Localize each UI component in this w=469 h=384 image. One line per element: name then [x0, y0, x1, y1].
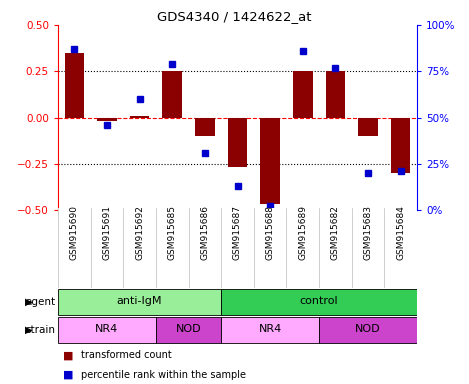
- Text: NR4: NR4: [95, 324, 119, 334]
- Bar: [156, 318, 221, 343]
- Bar: [319, 318, 417, 343]
- Text: NOD: NOD: [176, 324, 201, 334]
- Bar: [130, 116, 150, 118]
- Text: NOD: NOD: [355, 324, 381, 334]
- Bar: [97, 118, 117, 121]
- Text: transformed count: transformed count: [82, 351, 172, 361]
- Bar: [260, 118, 280, 204]
- Text: control: control: [300, 296, 339, 306]
- Text: anti-IgM: anti-IgM: [117, 296, 162, 306]
- Bar: [65, 53, 84, 118]
- Bar: [228, 118, 247, 167]
- Text: strain: strain: [25, 325, 55, 335]
- Text: percentile rank within the sample: percentile rank within the sample: [82, 369, 246, 379]
- Bar: [58, 318, 156, 343]
- Bar: [325, 71, 345, 118]
- Bar: [58, 290, 221, 314]
- Text: ▶: ▶: [25, 325, 32, 335]
- Bar: [391, 118, 410, 173]
- Text: ■: ■: [63, 351, 73, 361]
- Text: NR4: NR4: [258, 324, 282, 334]
- Bar: [221, 318, 319, 343]
- Bar: [162, 71, 182, 118]
- Text: agent: agent: [25, 297, 55, 307]
- Text: ▶: ▶: [25, 297, 32, 307]
- Bar: [293, 71, 312, 118]
- Bar: [358, 118, 378, 136]
- Text: ■: ■: [63, 369, 73, 379]
- Bar: [221, 290, 417, 314]
- Bar: [195, 118, 215, 136]
- Text: GDS4340 / 1424622_at: GDS4340 / 1424622_at: [157, 10, 312, 23]
